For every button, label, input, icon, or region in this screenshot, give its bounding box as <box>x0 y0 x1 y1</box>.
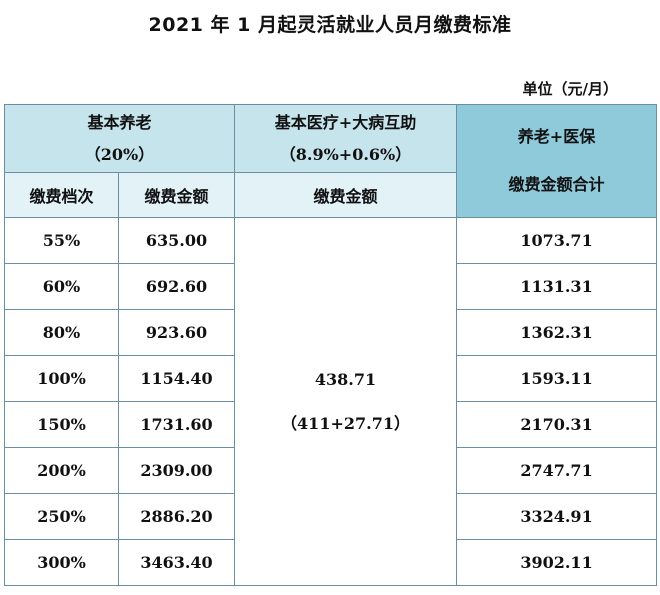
row-total: 1073.71 <box>456 217 658 264</box>
row-pension-amount: 3463.40 <box>117 539 236 586</box>
table-row: 150% 1731.60 2170.31 <box>4 401 658 448</box>
medical-header: 基本医疗+大病互助 （8.9%+0.6%） <box>234 104 458 173</box>
pension-header: 基本养老 （20%） <box>3 104 236 173</box>
unit-label: 单位（元/月） <box>522 80 618 98</box>
col-header-level: 缴费档次 <box>4 172 119 218</box>
row-total: 3324.91 <box>456 493 658 540</box>
combined-header: 养老+医保 缴费金额合计 <box>456 104 658 218</box>
page-title: 2021 年 1 月起灵活就业人员月缴费标准 <box>148 14 512 36</box>
row-total: 3902.11 <box>456 539 658 586</box>
table-row: 200% 2309.00 2747.71 <box>4 447 658 494</box>
row-total: 2170.31 <box>456 401 658 448</box>
row-total: 1593.11 <box>456 355 658 402</box>
row-total: 1131.31 <box>456 263 658 310</box>
pension-header-rate: （20%） <box>84 144 155 164</box>
row-level: 150% <box>4 401 119 448</box>
medical-breakdown: （411+27.71） <box>281 413 410 433</box>
table-row: 300% 3463.40 3902.11 <box>4 539 658 586</box>
medical-header-rate: （8.9%+0.6%） <box>279 144 412 164</box>
row-total: 1362.31 <box>456 309 658 356</box>
row-pension-amount: 2886.20 <box>117 493 236 540</box>
row-pension-amount: 1731.60 <box>117 401 236 448</box>
col-header-pension-amount: 缴费金额 <box>117 172 236 218</box>
col-header-medical-amount: 缴费金额 <box>234 172 458 218</box>
row-pension-amount: 692.60 <box>117 263 236 310</box>
row-total: 2747.71 <box>456 447 658 494</box>
table-row: 55% 635.00 438.71 （411+27.71） 1073.71 <box>4 217 658 586</box>
row-pension-amount: 923.60 <box>117 309 236 356</box>
table-row: 100% 1154.40 1593.11 <box>4 355 658 402</box>
medical-header-title: 基本医疗+大病互助 <box>274 112 417 132</box>
table-row: 80% 923.60 1362.31 <box>4 309 658 356</box>
row-level: 300% <box>4 539 119 586</box>
row-pension-amount: 635.00 <box>117 217 236 264</box>
row-level: 80% <box>4 309 119 356</box>
row-level: 200% <box>4 447 119 494</box>
medical-amount: 438.71 <box>314 369 377 389</box>
row-pension-amount: 2309.00 <box>117 447 236 494</box>
table-row: 60% 692.60 1131.31 <box>4 263 658 310</box>
combined-header-line1: 养老+医保 <box>517 127 596 146</box>
medical-amount-cell: 438.71 （411+27.71） <box>234 217 458 586</box>
row-level: 55% <box>4 217 119 264</box>
table-row: 250% 2886.20 3324.91 <box>4 493 658 540</box>
row-level: 60% <box>4 263 119 310</box>
pension-header-title: 基本养老 <box>87 112 152 132</box>
fee-table: 基本养老 （20%） 基本医疗+大病互助 （8.9%+0.6%） 养老+医保 缴… <box>3 104 658 586</box>
combined-header-line2: 缴费金额合计 <box>508 175 605 194</box>
row-level: 100% <box>4 355 119 402</box>
row-level: 250% <box>4 493 119 540</box>
row-pension-amount: 1154.40 <box>117 355 236 402</box>
